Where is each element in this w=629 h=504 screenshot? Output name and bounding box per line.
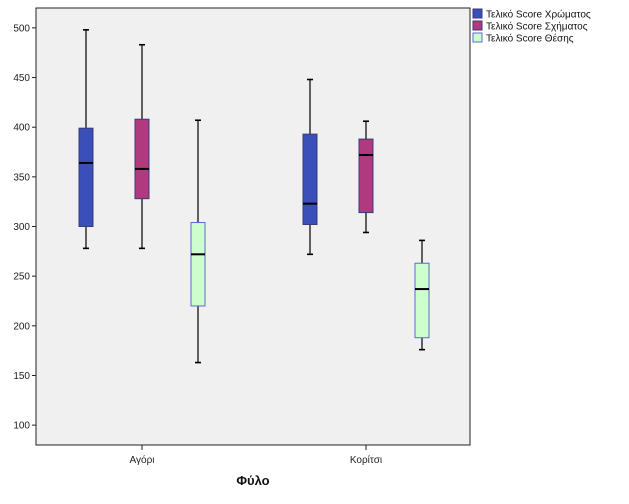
legend-label-1: Τελικό Score Σχήματος <box>486 21 588 33</box>
box-iqr <box>78 127 94 227</box>
box-iqr <box>134 118 150 200</box>
x-axis: Αγόρι Κορίτσι <box>130 445 382 466</box>
box-iqr <box>414 262 430 339</box>
y-axis: 100 150 200 250 300 350 400 450 500 <box>13 23 36 432</box>
y-tick-label-100: 100 <box>13 421 30 432</box>
y-tick-label-200: 200 <box>13 321 30 332</box>
boxes <box>78 29 430 364</box>
x-tick-label-0: Αγόρι <box>130 454 155 466</box>
y-tick-label-350: 350 <box>13 172 30 183</box>
legend-swatch-0 <box>472 8 483 19</box>
box-iqr <box>302 133 318 226</box>
y-tick-label-450: 450 <box>13 73 30 84</box>
x-axis-label: Φύλο <box>236 473 269 488</box>
legend-swatch-1 <box>472 20 483 31</box>
y-tick-label-300: 300 <box>13 222 30 233</box>
legend-label-0: Τελικό Score Χρώματος <box>486 9 591 21</box>
x-tick-label-1: Κορίτσι <box>350 454 382 466</box>
box-0-1 <box>302 78 318 256</box>
plot-area <box>35 7 471 446</box>
y-tick-label-500: 500 <box>13 23 30 34</box>
legend-label-2: Τελικό Score Θέσης <box>486 33 574 45</box>
box-iqr <box>190 222 206 307</box>
box-2-0 <box>190 119 206 364</box>
y-tick-label-250: 250 <box>13 272 30 283</box>
box-0-0 <box>78 29 94 250</box>
box-1-0 <box>134 43 150 250</box>
y-tick-label-150: 150 <box>13 371 30 382</box>
box-iqr <box>358 138 374 214</box>
y-tick-label-400: 400 <box>13 123 30 134</box>
legend-swatch-2 <box>472 32 483 43</box>
box-1-1 <box>358 120 374 234</box>
box-2-1 <box>414 239 430 351</box>
